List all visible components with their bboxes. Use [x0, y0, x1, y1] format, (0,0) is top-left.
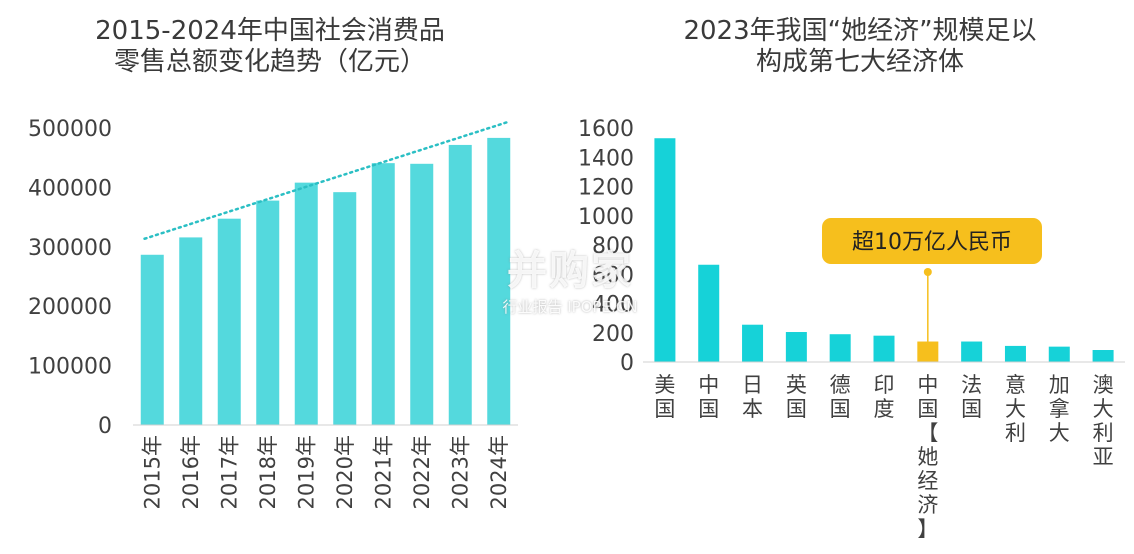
bar-印度 — [873, 335, 895, 362]
bar-2015年 — [140, 254, 164, 425]
bar-德国 — [829, 334, 851, 362]
chart-title-she-economy: 2023年我国“她经济”规模足以 构成第七大经济体 — [600, 16, 1120, 78]
bar-美国 — [654, 138, 676, 362]
chart-title-line: 2023年我国“她经济”规模足以 — [683, 16, 1037, 46]
y-tick-label: 1600 — [578, 117, 634, 142]
y-tick-label: 300000 — [28, 236, 112, 261]
y-tick-label: 1200 — [578, 176, 634, 201]
chart-title-line: 2015-2024年中国社会消费品 — [95, 16, 445, 46]
bar-法国 — [961, 341, 983, 362]
bar-澳大利亚 — [1092, 350, 1114, 362]
x-tick-label: 2022年 — [410, 435, 434, 509]
bar-日本 — [742, 324, 764, 362]
x-tick-label: 日本 — [742, 373, 763, 421]
bar-2019年 — [294, 182, 318, 425]
y-tick-label: 1400 — [578, 146, 634, 171]
x-tick-label: 2018年 — [256, 435, 280, 509]
y-tick-label: 400000 — [28, 176, 112, 201]
x-tick-label: 德国 — [830, 373, 851, 421]
x-tick-label: 2019年 — [294, 435, 318, 509]
bar-2024年 — [487, 137, 511, 425]
x-tick-label: 澳大利亚 — [1093, 373, 1114, 469]
x-tick-label: 美国 — [654, 373, 675, 421]
y-tick-label: 1000 — [578, 205, 634, 230]
y-tick-label: 200 — [592, 322, 634, 347]
bar-2017年 — [217, 218, 241, 425]
x-tick-label: 2024年 — [487, 435, 511, 509]
x-tick-label: 中国 — [698, 373, 719, 421]
bar-英国 — [785, 332, 807, 362]
bar-2023年 — [448, 144, 472, 425]
chart-title-retail-sales: 2015-2024年中国社会消费品 零售总额变化趋势（亿元） — [40, 16, 500, 78]
callout-box — [822, 218, 1042, 264]
trendline — [143, 121, 508, 241]
x-tick-label: 2021年 — [371, 435, 395, 509]
x-tick-label: 2017年 — [217, 435, 241, 509]
x-tick-label: 2020年 — [333, 435, 357, 509]
x-tick-label: 2023年 — [448, 435, 472, 509]
x-tick-label: 加拿大 — [1049, 373, 1070, 445]
bar-2020年 — [333, 192, 357, 425]
bar-中国 — [698, 264, 720, 362]
x-tick-label: 法国 — [961, 373, 982, 421]
chart-title-line: 构成第七大经济体 — [755, 47, 964, 77]
y-tick-label: 600 — [592, 263, 634, 288]
y-tick-label: 200000 — [28, 295, 112, 320]
x-tick-label: 英国 — [786, 373, 807, 421]
y-tick-label: 500000 — [28, 117, 112, 142]
bar-2016年 — [179, 237, 203, 425]
x-tick-label: 印度 — [874, 373, 895, 421]
chart-title-line: 零售总额变化趋势（亿元） — [113, 47, 426, 77]
y-tick-label: 400 — [592, 293, 634, 318]
y-tick-label: 0 — [620, 351, 634, 376]
x-tick-label: 中国【她经济】 — [917, 373, 938, 541]
bar-中国【她经济】 — [917, 341, 939, 362]
bar-意大利 — [1004, 345, 1026, 362]
bar-加拿大 — [1048, 346, 1070, 362]
bar-2021年 — [371, 163, 395, 426]
callout-label: 超10万亿人民币 — [852, 230, 1012, 255]
x-tick-label: 2015年 — [140, 435, 164, 509]
y-tick-label: 800 — [592, 234, 634, 259]
y-tick-label: 0 — [98, 414, 112, 439]
bar-2018年 — [256, 200, 280, 425]
callout-dot — [923, 268, 932, 276]
x-tick-label: 2016年 — [179, 435, 203, 509]
bar-2022年 — [410, 163, 434, 426]
y-tick-label: 100000 — [28, 355, 112, 380]
x-tick-label: 意大利 — [1005, 373, 1026, 445]
